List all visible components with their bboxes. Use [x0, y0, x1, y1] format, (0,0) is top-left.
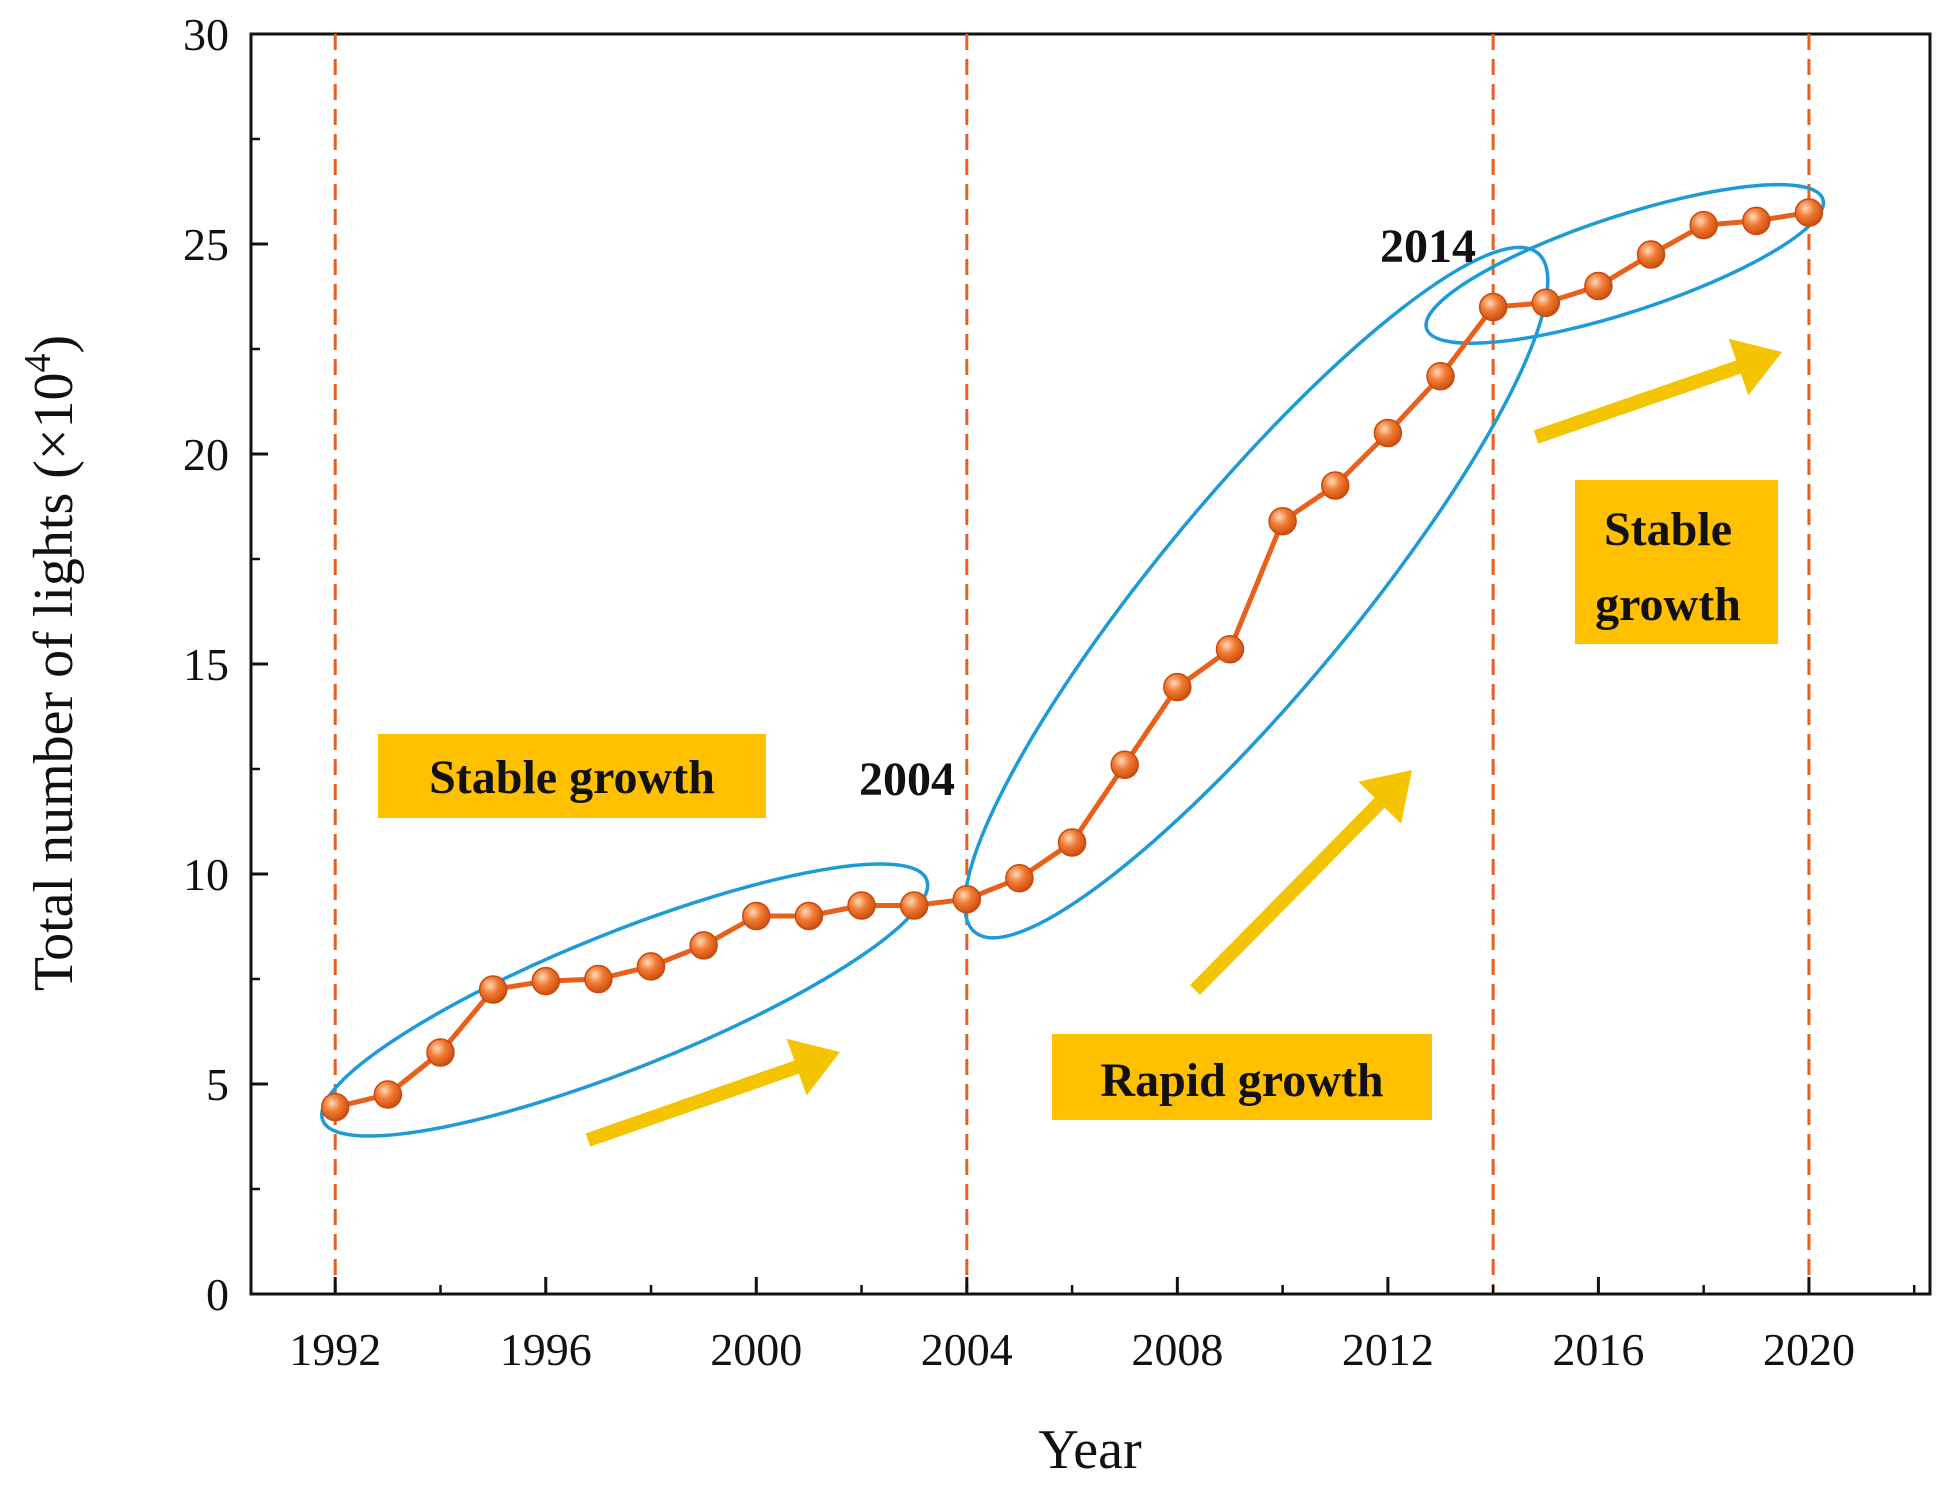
x-tick-label-2020: 2020 [1763, 1324, 1855, 1375]
data-point-2013 [1426, 362, 1455, 391]
phase-label-stable-line2: growth [1595, 578, 1741, 631]
x-tick-label-2016: 2016 [1552, 1324, 1644, 1375]
data-point-2003 [899, 891, 929, 920]
x-tick-label-2004: 2004 [921, 1324, 1013, 1375]
phase-label-rapid-growth: Rapid growth [1100, 1054, 1383, 1107]
data-point-2007 [1110, 750, 1139, 780]
x-tick-label-1996: 1996 [500, 1324, 592, 1375]
y-tick-label-5: 5 [206, 1059, 229, 1110]
data-point-1995 [478, 975, 508, 1004]
data-point-1998 [636, 952, 666, 981]
data-point-2001 [794, 901, 824, 931]
axis-ticks: 1992 1996 2000 2004 2008 2012 2016 2020 0 5 10 15 20… [183, 9, 1916, 1375]
y-tick-label-0: 0 [206, 1269, 229, 1320]
data-point-2014 [1478, 292, 1508, 322]
trend-arrow-3 [1533, 338, 1782, 444]
ellipse-phase-1 [320, 862, 930, 1138]
data-point-1993 [373, 1080, 403, 1109]
data-point-2010 [1268, 506, 1297, 536]
trend-arrow-1 [585, 1038, 840, 1147]
data-point-1999 [689, 931, 718, 960]
trend-arrows [585, 338, 1782, 1147]
data-point-2006 [1057, 828, 1087, 857]
ellipse-phase-2 [963, 245, 1550, 940]
phase-label-stable-line1: Stable [1604, 503, 1732, 556]
trend-arrow-2 [1190, 770, 1412, 995]
data-point-2009 [1215, 635, 1245, 664]
data-point-2004 [952, 884, 982, 914]
x-tick-label-1992: 1992 [289, 1324, 381, 1375]
label-box-phase-3 [1575, 480, 1778, 644]
data-point-2011 [1320, 471, 1350, 500]
y-tick-label-25: 25 [183, 219, 229, 270]
x-tick-label-2008: 2008 [1131, 1324, 1223, 1375]
x-tick-label-2000: 2000 [710, 1324, 802, 1375]
data-point-2000 [742, 901, 771, 931]
y-tick-label-20: 20 [183, 429, 229, 480]
data-point-1994 [426, 1038, 455, 1067]
phase-label-stable-growth-1: Stable growth [429, 751, 715, 804]
data-point-2018 [1689, 210, 1718, 240]
y-axis-title-main: Total number of lights (×10 [23, 372, 85, 991]
data-point-2012 [1373, 418, 1403, 448]
data-point-1992 [320, 1092, 350, 1122]
ellipse-phase-3 [1424, 182, 1826, 345]
y-tick-label-10: 10 [183, 849, 229, 900]
data-point-2020 [1794, 198, 1824, 227]
data-point-2016 [1584, 271, 1613, 301]
label-box-phase-2 [1052, 1034, 1432, 1120]
data-point-2005 [1005, 863, 1034, 893]
y-axis-title-exponent: 4 [17, 353, 59, 372]
data-point-2019 [1742, 206, 1771, 236]
data-point-2015 [1531, 288, 1561, 318]
year-annotation-2014: 2014 [1380, 220, 1476, 273]
x-axis-title: Year [1038, 1419, 1142, 1481]
series-marker-layer [320, 198, 1824, 1122]
data-point-2002 [847, 891, 876, 920]
y-axis-title: Total number of lights (×104) [17, 335, 85, 991]
data-point-1996 [531, 966, 560, 996]
y-tick-label-30: 30 [183, 9, 229, 60]
phase-boundaries [333, 34, 1811, 1294]
data-point-1997 [584, 964, 613, 994]
year-annotation-2004: 2004 [859, 753, 955, 806]
y-axis-title-close: ) [23, 335, 85, 354]
phase-label-boxes [378, 480, 1778, 1120]
x-tick-label-2012: 2012 [1342, 1324, 1434, 1375]
data-point-2017 [1636, 240, 1666, 269]
data-point-2008 [1163, 672, 1192, 702]
label-box-phase-1 [378, 734, 766, 818]
phase-ellipses [320, 182, 1826, 1138]
y-tick-label-15: 15 [183, 639, 229, 690]
